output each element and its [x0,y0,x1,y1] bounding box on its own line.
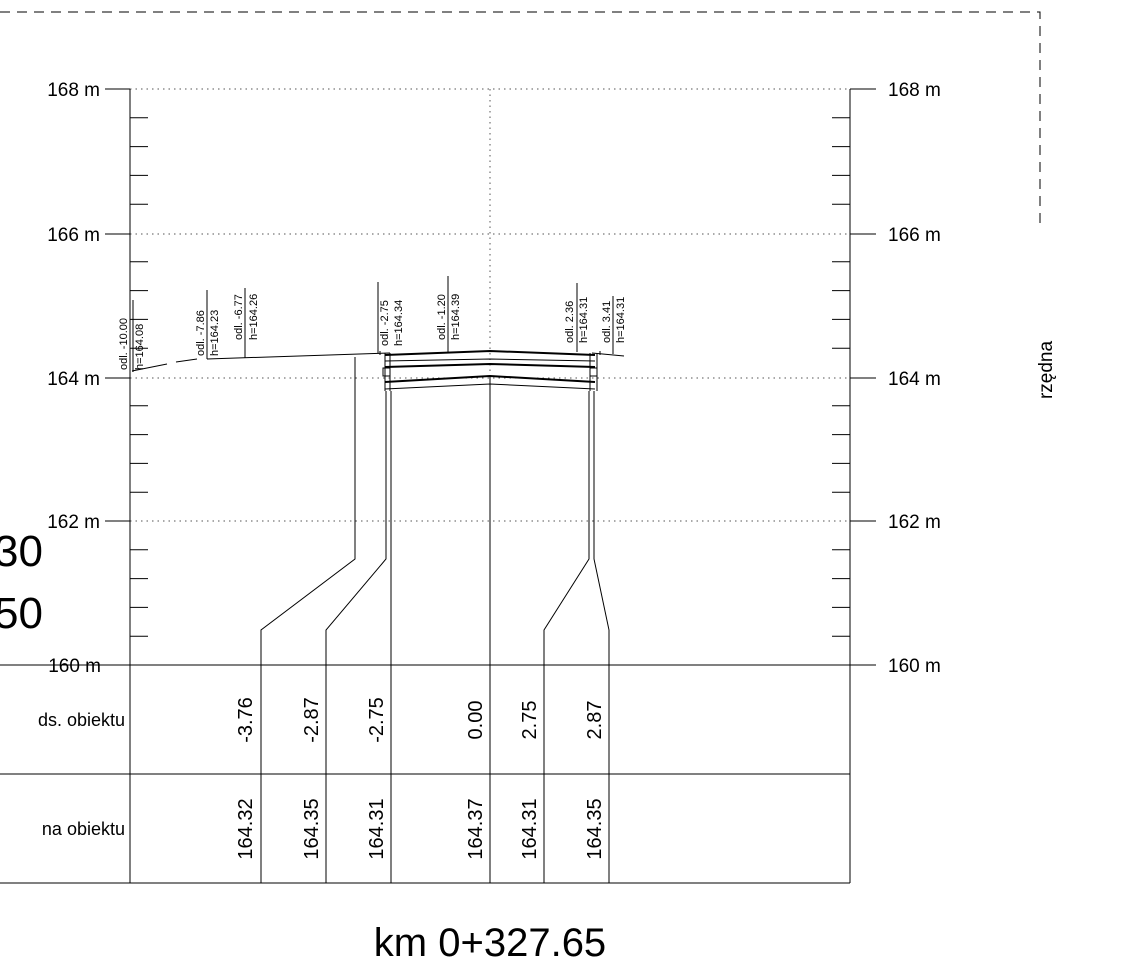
table-value: 164.35 [584,798,606,859]
right-label-166: 166 m [888,225,941,246]
right-minor-ticks [832,117,850,637]
table-value: -2.75 [366,697,388,743]
table-value: 164.31 [519,798,541,859]
table-row2-values: 164.32 164.35 164.31 164.37 164.31 164.3… [235,798,606,859]
frame-dashed-border [0,11,1041,230]
point-odl-7: odl. 3.41 [601,301,613,343]
left-label-164: 164 m [47,369,100,390]
partial-label-line1: 30 [0,527,43,576]
point-h-5: h=164.39 [450,294,462,340]
point-odl-6: odl. 2.36 [564,301,576,343]
table-value: 164.31 [366,798,388,859]
left-label-162: 162 m [47,512,100,533]
point-h-7: h=164.31 [615,297,627,343]
table-row1-values: -3.76 -2.87 -2.75 0.00 2.75 2.87 [235,697,606,743]
right-label-168: 168 m [888,80,941,101]
table-value: -3.76 [235,697,257,743]
left-elevation-scale [105,88,131,665]
table-row2-label: na obiektu [42,819,125,839]
left-label-168: 168 m [47,80,100,101]
table-value: 164.35 [301,798,323,859]
rzedna-axis-title: rzędna [1036,341,1057,400]
point-odl-2: odl. -7.86 [195,310,207,356]
left-label-160: 160 m [48,656,101,677]
point-odl-5: odl. -1.20 [436,294,448,340]
data-table [0,664,851,884]
point-odl-1: odl. -10.00 [118,318,130,370]
point-h-6: h=164.31 [578,297,590,343]
station-label: km 0+327.65 [374,921,606,965]
left-minor-ticks [130,117,148,637]
point-h-1: h=164.08 [134,324,146,370]
table-value: 164.32 [235,798,257,859]
left-label-166: 166 m [47,225,100,246]
right-elevation-scale [849,88,876,666]
table-value: 164.37 [465,798,487,859]
leader-lines [260,357,610,883]
right-label-160: 160 m [888,656,941,677]
table-value: 0.00 [465,701,487,740]
point-h-4: h=164.34 [393,300,405,346]
point-odl-4: odl. -2.75 [379,300,391,346]
point-h-2: h=164.23 [209,310,221,356]
partial-label-line2: 50 [0,589,43,638]
table-row1-label: ds. obiektu [38,710,125,730]
table-value: 2.87 [584,701,606,740]
right-label-162: 162 m [888,512,941,533]
table-value: 2.75 [519,701,541,740]
right-label-164: 164 m [888,369,941,390]
table-value: -2.87 [301,697,323,743]
point-annotations: odl. -10.00 h=164.08 odl. -7.86 h=164.23… [118,276,627,372]
point-odl-3: odl. -6.77 [233,294,245,340]
point-h-3: h=164.26 [248,294,260,340]
